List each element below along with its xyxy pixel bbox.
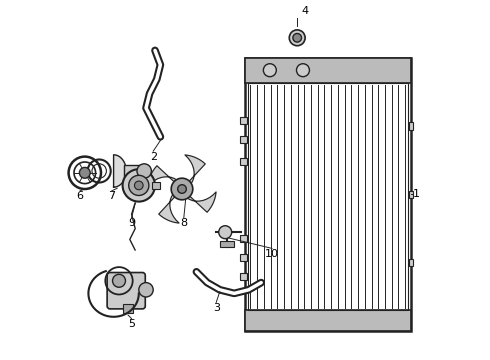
- Polygon shape: [114, 155, 126, 187]
- Bar: [245, 310, 411, 331]
- Bar: [152, 182, 160, 189]
- Circle shape: [263, 64, 276, 77]
- Bar: [240, 273, 247, 280]
- Text: 3: 3: [213, 303, 220, 313]
- Bar: [409, 122, 413, 130]
- Circle shape: [122, 169, 155, 202]
- Text: 6: 6: [76, 191, 84, 201]
- Circle shape: [129, 175, 149, 195]
- Polygon shape: [182, 155, 205, 189]
- Bar: [240, 117, 247, 124]
- Text: 9: 9: [128, 218, 135, 228]
- Circle shape: [178, 185, 186, 193]
- Text: 7: 7: [108, 191, 115, 201]
- Bar: [240, 254, 247, 261]
- Bar: [248, 83, 408, 310]
- Bar: [220, 241, 234, 247]
- Text: 2: 2: [149, 152, 157, 162]
- Circle shape: [113, 274, 125, 287]
- Polygon shape: [159, 189, 182, 223]
- Bar: [122, 304, 133, 313]
- Text: 8: 8: [180, 218, 187, 228]
- Text: 5: 5: [128, 319, 135, 329]
- Circle shape: [139, 283, 153, 297]
- Text: 4: 4: [302, 6, 309, 16]
- Circle shape: [293, 33, 301, 42]
- Text: 1: 1: [413, 189, 419, 199]
- Bar: [409, 259, 413, 266]
- Circle shape: [289, 30, 305, 46]
- Bar: [245, 58, 411, 331]
- Circle shape: [296, 64, 310, 77]
- Circle shape: [137, 164, 151, 178]
- Bar: [245, 58, 411, 83]
- Polygon shape: [182, 189, 216, 212]
- FancyBboxPatch shape: [107, 273, 145, 309]
- Bar: [409, 191, 413, 198]
- Circle shape: [219, 226, 232, 239]
- Circle shape: [79, 167, 90, 178]
- Bar: [240, 235, 247, 242]
- Circle shape: [171, 178, 193, 200]
- Text: 10: 10: [265, 249, 279, 259]
- Polygon shape: [148, 166, 182, 189]
- Bar: [124, 165, 144, 177]
- Bar: [240, 158, 247, 165]
- Circle shape: [134, 181, 143, 190]
- Bar: [240, 136, 247, 143]
